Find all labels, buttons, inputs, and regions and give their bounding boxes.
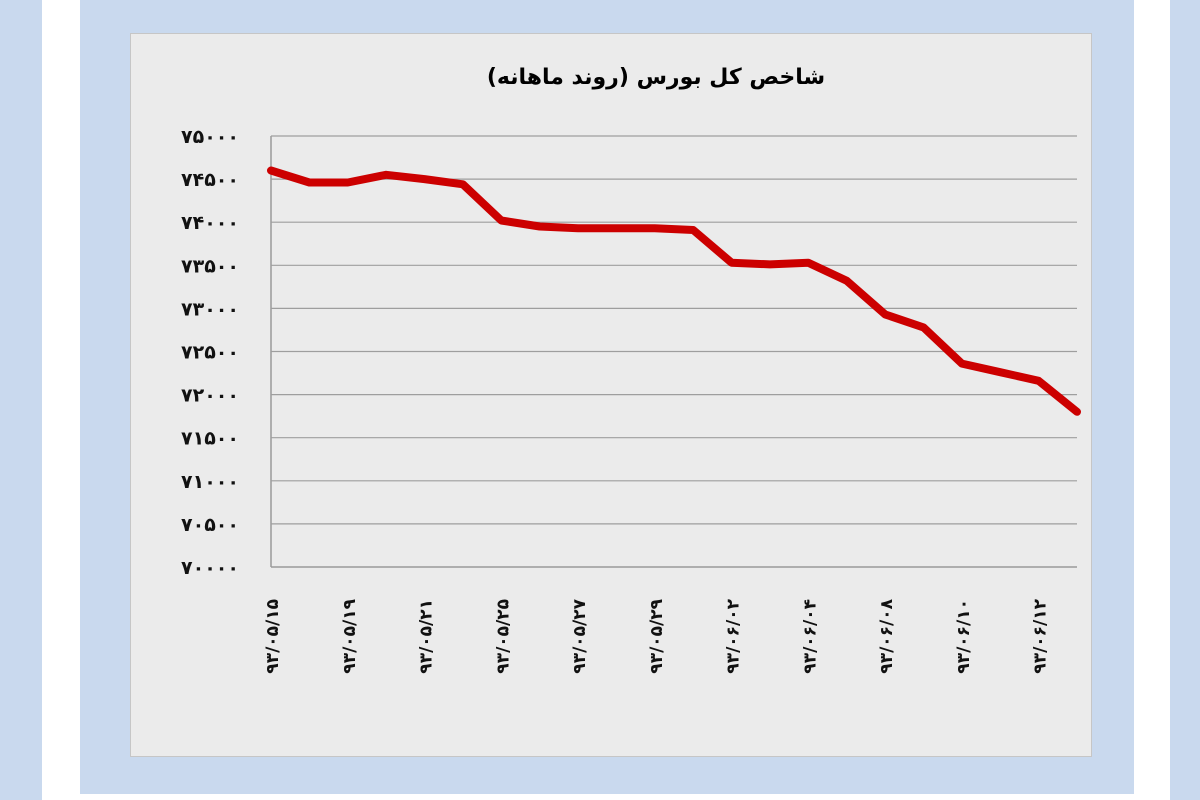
data-point <box>460 181 466 187</box>
x-tick-labels: ۹۳/۰۵/۱۵ ۹۳/۰۵/۱۹ ۹۳/۰۵/۲۱ ۹۳/۰۵/۲۵ ۹۳/۰۵/۲۷… <box>263 598 1051 673</box>
x-tick-label: ۹۳/۰۶/۱۲ <box>1031 598 1051 673</box>
y-tick-label: ۷۱۵۰۰ <box>181 428 239 450</box>
y-tick-label: ۷۴۵۰۰ <box>181 169 239 191</box>
x-tick-label: ۹۳/۰۶/۱۰ <box>954 599 974 674</box>
y-tick-label: ۷۰۵۰۰ <box>181 514 239 536</box>
y-tick-label: ۷۱۰۰۰ <box>181 471 239 493</box>
y-tick-label: ۷۵۰۰۰ <box>181 126 239 148</box>
data-point <box>690 227 696 233</box>
x-tick-label: ۹۳/۰۶/۰۲ <box>724 598 744 673</box>
x-tick-label: ۹۳/۰۵/۲۱ <box>417 599 437 674</box>
y-tick-label: ۷۲۰۰۰ <box>181 385 239 407</box>
data-point <box>959 361 965 367</box>
data-point <box>422 176 428 182</box>
x-tick-label: ۹۳/۰۵/۲۷ <box>570 598 590 673</box>
x-tick-label: ۹۳/۰۵/۲۹ <box>647 598 667 673</box>
data-point <box>345 180 351 186</box>
y-tick-label: ۷۳۵۰۰ <box>181 255 239 277</box>
data-point <box>921 324 927 330</box>
data-point <box>652 225 658 231</box>
x-tick-label: ۹۳/۰۶/۰۴ <box>800 599 820 674</box>
data-point <box>805 260 811 266</box>
data-point <box>767 261 773 267</box>
data-point <box>882 311 888 317</box>
series-layer <box>267 166 1081 416</box>
data-point <box>1074 409 1080 415</box>
y-tick-labels: ۷۵۰۰۰ ۷۴۵۰۰ ۷۴۰۰۰ ۷۳۵۰۰ ۷۳۰۰۰ ۷۲۵۰۰ ۷۲۰۰۰ ۷۱۵۰۰… <box>181 126 239 579</box>
y-tick-label: ۷۲۵۰۰ <box>181 342 239 364</box>
right-border-strip <box>1170 0 1200 800</box>
x-tick-label: ۹۳/۰۵/۲۵ <box>493 599 513 674</box>
data-point <box>844 278 850 284</box>
data-point <box>729 260 735 266</box>
series-line <box>267 166 1081 416</box>
grid-layer <box>270 135 1077 568</box>
x-tick-label: ۹۳/۰۵/۱۵ <box>263 599 283 674</box>
y-tick-label: ۷۴۰۰۰ <box>181 212 239 234</box>
data-point <box>498 218 504 224</box>
x-tick-label: ۹۳/۰۶/۰۸ <box>877 598 897 673</box>
data-point <box>575 225 581 231</box>
y-tick-label: ۷۰۰۰۰ <box>181 557 239 579</box>
chart-panel: شاخص کل بورس (روند ماهانه) ۷۵۰۰۰ ۷۴۵۰۰ ۷۴۰… <box>130 33 1092 757</box>
data-point <box>306 180 312 186</box>
data-point <box>383 172 389 178</box>
data-point <box>997 369 1003 375</box>
data-point <box>613 225 619 231</box>
data-point <box>1036 378 1042 384</box>
data-point <box>537 224 543 230</box>
data-point <box>268 168 274 174</box>
left-border-strip <box>0 0 42 800</box>
y-tick-label: ۷۳۰۰۰ <box>181 298 239 320</box>
line-chart: شاخص کل بورس (روند ماهانه) ۷۵۰۰۰ ۷۴۵۰۰ ۷۴۰… <box>181 65 1081 674</box>
chart-title: شاخص کل بورس (روند ماهانه) <box>487 65 825 90</box>
x-tick-label: ۹۳/۰۵/۱۹ <box>340 598 360 673</box>
